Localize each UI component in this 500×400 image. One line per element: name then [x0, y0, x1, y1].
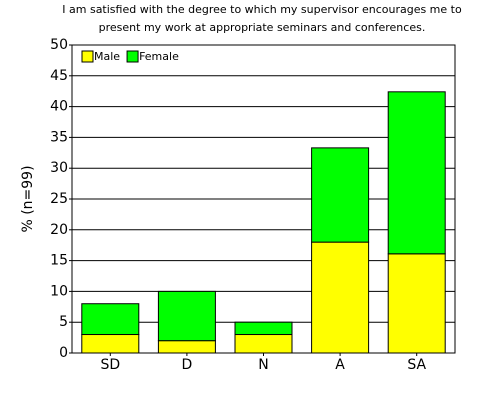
bar-segment: [387, 253, 446, 354]
y-tick-label: 5: [59, 314, 68, 330]
legend-swatch: [81, 50, 94, 63]
x-tick-label: A: [335, 357, 345, 373]
y-tick-label: 40: [50, 99, 68, 115]
bar-segment: [311, 147, 370, 243]
bar-segment: [81, 334, 140, 354]
x-tick-label: N: [258, 357, 268, 373]
legend-label: Male: [94, 50, 120, 63]
y-tick-label: 50: [50, 37, 68, 53]
x-tick-label: SA: [407, 357, 426, 373]
y-tick-label: 10: [50, 283, 68, 299]
y-tick-label: 45: [50, 68, 68, 84]
y-tick-label: 20: [50, 222, 68, 238]
chart-title: I am satisfied with the degree to which …: [62, 3, 462, 16]
y-tick-label: 35: [50, 129, 68, 145]
y-tick-label: 15: [50, 253, 68, 269]
y-axis-label: % (n=99): [20, 165, 36, 232]
chart-title: present my work at appropriate seminars …: [99, 21, 426, 34]
legend-label: Female: [139, 50, 179, 63]
x-tick-label: SD: [100, 357, 120, 373]
bar-segment: [234, 321, 293, 336]
legend-swatch: [126, 50, 139, 63]
y-tick-label: 25: [50, 191, 68, 207]
bar-segment: [157, 340, 216, 354]
bar-segment: [157, 290, 216, 342]
y-tick-label: 0: [59, 345, 68, 361]
bar-segment: [81, 303, 140, 336]
y-tick-label: 30: [50, 160, 68, 176]
bar-segment: [234, 334, 293, 354]
bar-segment: [387, 91, 446, 255]
bar-segment: [311, 241, 370, 354]
x-tick-label: D: [182, 357, 193, 373]
